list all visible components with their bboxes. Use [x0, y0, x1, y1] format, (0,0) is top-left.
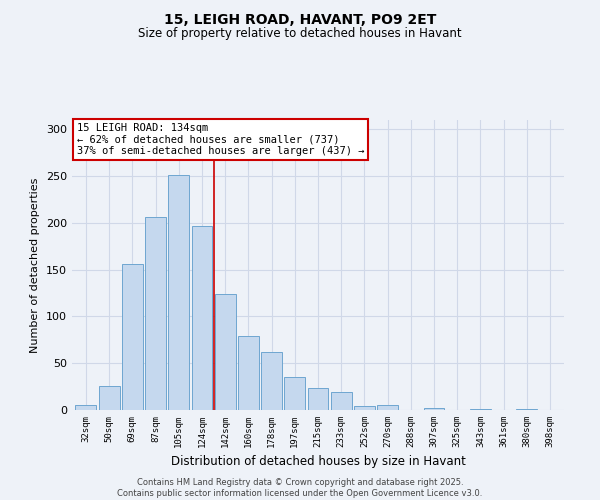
Bar — [76, 406, 97, 410]
Bar — [215, 294, 236, 410]
Bar — [98, 386, 119, 410]
Bar — [169, 175, 189, 410]
Bar — [122, 264, 143, 410]
Bar — [424, 408, 445, 410]
Text: 15, LEIGH ROAD, HAVANT, PO9 2ET: 15, LEIGH ROAD, HAVANT, PO9 2ET — [164, 12, 436, 26]
Text: 15 LEIGH ROAD: 134sqm
← 62% of detached houses are smaller (737)
37% of semi-det: 15 LEIGH ROAD: 134sqm ← 62% of detached … — [77, 123, 364, 156]
Bar — [284, 378, 305, 410]
Y-axis label: Number of detached properties: Number of detached properties — [31, 178, 40, 352]
Bar — [238, 336, 259, 410]
Bar — [354, 406, 375, 410]
Bar — [261, 352, 282, 410]
Bar — [331, 392, 352, 410]
Bar — [470, 409, 491, 410]
Text: Size of property relative to detached houses in Havant: Size of property relative to detached ho… — [138, 28, 462, 40]
Bar — [377, 406, 398, 410]
Bar — [191, 226, 212, 410]
X-axis label: Distribution of detached houses by size in Havant: Distribution of detached houses by size … — [170, 456, 466, 468]
Bar — [517, 409, 538, 410]
Bar — [145, 218, 166, 410]
Bar — [308, 388, 328, 410]
Text: Contains HM Land Registry data © Crown copyright and database right 2025.
Contai: Contains HM Land Registry data © Crown c… — [118, 478, 482, 498]
